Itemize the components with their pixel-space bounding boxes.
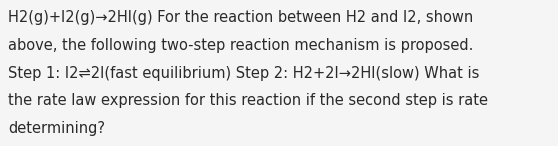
Text: above, the following two-step reaction mechanism is proposed.: above, the following two-step reaction m… bbox=[8, 38, 474, 53]
Text: the rate law expression for this reaction if the second step is rate: the rate law expression for this reactio… bbox=[8, 93, 488, 108]
Text: determining?: determining? bbox=[8, 121, 105, 136]
Text: H2(g)+I2(g)→2HI(g) For the reaction between H2 and I2, shown: H2(g)+I2(g)→2HI(g) For the reaction betw… bbox=[8, 10, 474, 25]
Text: Step 1: I2⇌2I(fast equilibrium) Step 2: H2+2I→2HI(slow) What is: Step 1: I2⇌2I(fast equilibrium) Step 2: … bbox=[8, 66, 480, 81]
